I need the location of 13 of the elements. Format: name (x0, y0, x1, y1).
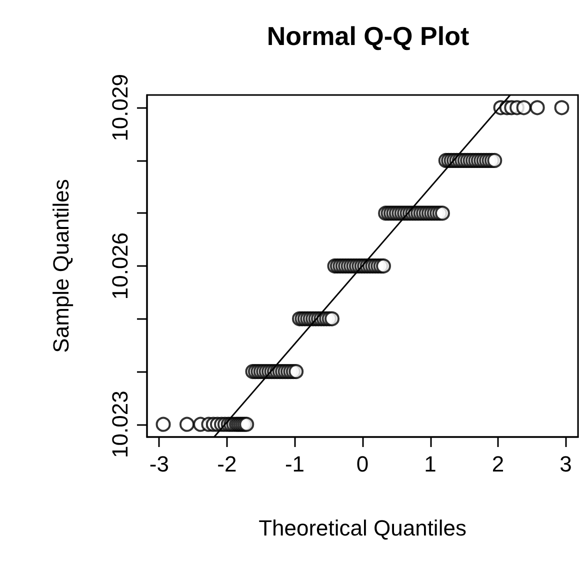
x-tick-label: 1 (424, 452, 436, 476)
x-tick-label: 2 (492, 452, 504, 476)
x-tick-label: 3 (560, 452, 572, 476)
y-tick-label: 10.029 (108, 74, 132, 142)
y-tick-label: 10.026 (108, 232, 132, 300)
x-tick-label: -2 (217, 452, 237, 476)
x-tick-label: 0 (356, 452, 369, 476)
y-tick-label: 10.023 (108, 390, 132, 458)
x-tick-label: -1 (284, 452, 305, 476)
chart-title: Normal Q-Q Plot (266, 21, 470, 51)
x-axis-title: Theoretical Quantiles (258, 516, 466, 540)
x-tick-label: -3 (149, 452, 169, 476)
y-axis-title: Sample Quantiles (48, 179, 74, 353)
